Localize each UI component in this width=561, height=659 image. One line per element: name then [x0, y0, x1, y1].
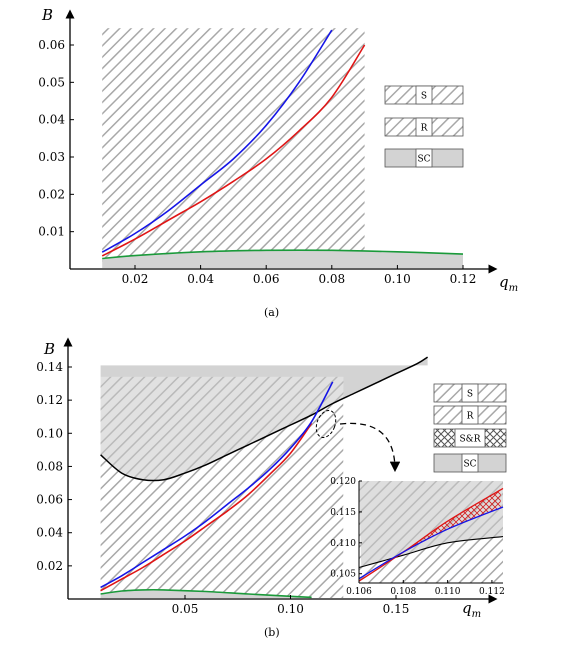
panel-a-x-tick-label: 0.04 — [187, 272, 214, 286]
panel-b-x-tick-label: 0.10 — [277, 602, 304, 616]
panel-a-y-tick-label: 0.06 — [38, 38, 65, 52]
panel-a-legend-label: SC — [417, 155, 430, 165]
panel-b-x-tick-label: 0.05 — [172, 602, 199, 616]
panel-a-legend-label-box — [415, 117, 433, 137]
panel-a-x-tick-label: 0.10 — [384, 272, 411, 286]
panel-a-y-label: B — [41, 6, 53, 24]
panel-a-x-tick-label: 0.02 — [122, 272, 149, 286]
panel-b-y-tick-label: 0.06 — [36, 493, 63, 507]
panel-a-y-tick-label: 0.02 — [38, 187, 65, 201]
panel-b-axes — [63, 337, 498, 604]
panel-a-legend-label-box — [415, 148, 433, 168]
zoom-circle — [315, 409, 337, 439]
inset-grey-region — [359, 481, 503, 567]
panel-a-legend-label: R — [421, 124, 428, 134]
panel-a-red-curve — [101, 44, 366, 257]
panel-b-y-label: B — [43, 340, 55, 358]
panel-a-caption: (a) — [264, 306, 279, 319]
panel-b-overlap-region — [100, 376, 344, 480]
panel-b-y-tick-label: 0.14 — [36, 360, 63, 374]
inset-y-tick-label: 0.120 — [330, 477, 356, 487]
inset-red-curve — [358, 487, 504, 582]
zoom-arrow — [339, 422, 401, 473]
panel-a-y-tick-label: 0.05 — [38, 75, 65, 89]
panel-a-y-tick-label: 0.03 — [38, 150, 65, 164]
panel-a-y-tick-label: 0.04 — [38, 113, 65, 127]
panel-b: 0.05 0.10 0.15 0.02 0.04 0.06 0.08 0.10 0.12 0.14… — [36, 337, 507, 639]
panel-b-legend: S R S&R SC — [433, 383, 507, 473]
panel-b-x-label: qm — [462, 599, 481, 620]
panel-a-green-curve — [102, 249, 464, 260]
panel-a-hatched-region — [102, 28, 365, 269]
panel-a-legend-item: S — [384, 85, 464, 105]
panel-b-y-tick-label: 0.10 — [36, 426, 63, 440]
panel-a-blue-curve — [101, 29, 333, 253]
panel-b-red-curve — [100, 422, 313, 592]
panel-b-legend-label: S — [467, 390, 473, 400]
panel-b-green-curve — [100, 588, 312, 599]
panel-b-legend-item: S — [433, 383, 507, 403]
panel-a-legend: S R SC — [384, 85, 464, 168]
inset-blue-curve — [358, 506, 504, 580]
panel-b-legend-label-box — [461, 405, 479, 425]
panel-a-x-tick-label: 0.08 — [318, 272, 345, 286]
panel-b-legend-label: S&R — [460, 435, 481, 445]
panel-b-blue-curve — [100, 381, 334, 589]
inset-black-curve — [358, 536, 504, 569]
panel-b-y-tick-label: 0.12 — [36, 393, 63, 407]
panel-b-legend-label: SC — [463, 460, 476, 470]
panel-b-x-tick-label: 0.15 — [383, 602, 410, 616]
panel-a-legend-item: SC — [384, 148, 464, 168]
panel-b-legend-label: R — [467, 412, 474, 422]
inset-y-tick-label: 0.110 — [330, 539, 356, 549]
panel-b-y-tick-label: 0.08 — [36, 459, 63, 473]
panel-b-sc-region — [100, 589, 312, 598]
panel-b-caption: (b) — [264, 626, 280, 639]
inset-plot: 0.106 0.108 0.110 0.112 0.105 0.110 0.115 0.120 — [330, 477, 505, 597]
panel-a-axes — [65, 9, 498, 274]
panel-a-legend-label: S — [421, 92, 427, 102]
inset-sr-region — [403, 489, 501, 553]
panel-a-legend-item: R — [384, 117, 464, 137]
inset-y-tick-label: 0.105 — [330, 570, 356, 580]
panel-b-y-tick-label: 0.04 — [36, 526, 63, 540]
panel-b-legend-item: R — [433, 405, 507, 425]
panel-b-y-tick-label: 0.02 — [36, 559, 63, 573]
panel-a-sc-region — [102, 250, 463, 268]
panel-a-x-tick-label: 0.12 — [450, 272, 477, 286]
panel-b-legend-item: S&R — [433, 428, 507, 448]
inset-x-tick-label: 0.110 — [435, 587, 461, 597]
panel-b-black-curve — [100, 356, 429, 482]
panel-b-legend-item: SC — [433, 453, 507, 473]
panel-a-x-tick-label: 0.06 — [253, 272, 280, 286]
inset-x-tick-label: 0.112 — [479, 587, 505, 597]
inset-x-tick-label: 0.106 — [346, 587, 372, 597]
panel-b-legend-label-box — [454, 428, 486, 448]
panel-a-x-label: qm — [499, 273, 518, 294]
panel-a-legend-label-box — [415, 85, 433, 105]
panel-a: 0.02 0.04 0.06 0.08 0.10 0.12 0.01 0.02 0.03 0.04… — [38, 6, 518, 319]
panel-a-y-tick-label: 0.01 — [38, 225, 65, 239]
inset-y-tick-label: 0.115 — [330, 508, 356, 518]
panel-b-legend-label-box — [461, 453, 479, 473]
panel-b-legend-label-box — [461, 383, 479, 403]
inset-x-tick-label: 0.108 — [390, 587, 416, 597]
